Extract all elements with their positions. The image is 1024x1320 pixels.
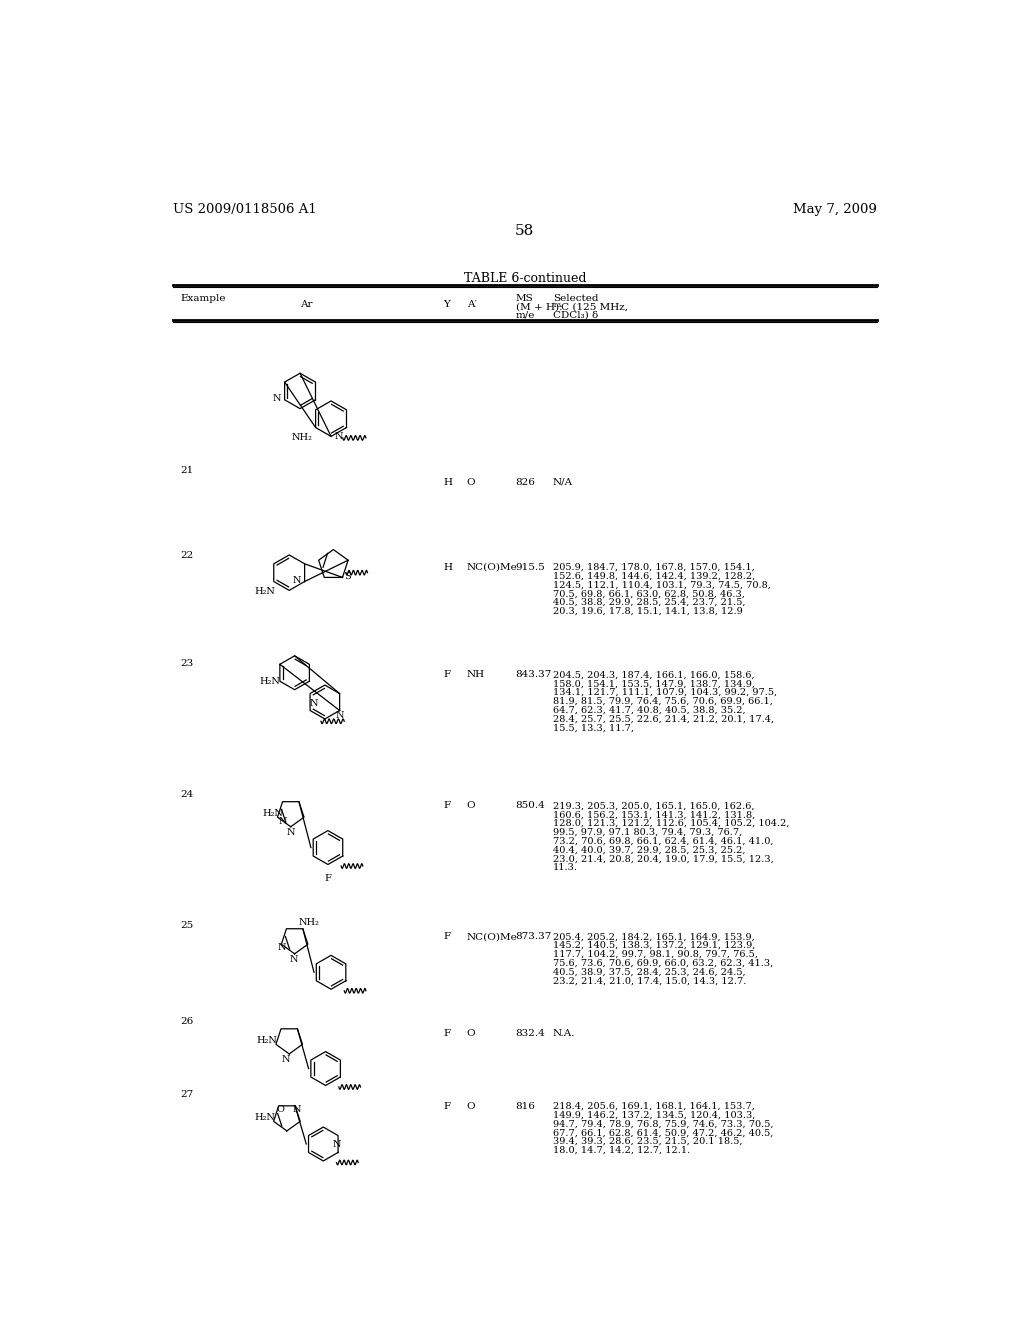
Text: 124.5, 112.1, 110.4, 103.1, 79.3, 74.5, 70.8,: 124.5, 112.1, 110.4, 103.1, 79.3, 74.5, … [553, 581, 771, 589]
Text: S: S [344, 572, 351, 581]
Text: 158.0, 154.1, 153.5, 147.9, 138.7, 134.9,: 158.0, 154.1, 153.5, 147.9, 138.7, 134.9… [553, 680, 755, 688]
Text: NH₂: NH₂ [292, 433, 312, 441]
Text: 218.4, 205.6, 169.1, 168.1, 164.1, 153.7,: 218.4, 205.6, 169.1, 168.1, 164.1, 153.7… [553, 1102, 755, 1110]
Text: O: O [467, 801, 475, 810]
Text: TABLE 6-continued: TABLE 6-continued [464, 272, 586, 285]
Text: O: O [467, 478, 475, 487]
Text: 27: 27 [180, 1090, 194, 1100]
Text: F: F [443, 932, 451, 941]
Text: 70.5, 69.8, 66.1, 63.0, 62.8, 50.8, 46.3,: 70.5, 69.8, 66.1, 63.0, 62.8, 50.8, 46.3… [553, 589, 744, 598]
Text: 40.5, 38.8, 29.9, 28.5, 25.4, 23.7, 21.5,: 40.5, 38.8, 29.9, 28.5, 25.4, 23.7, 21.5… [553, 598, 745, 607]
Text: 134.1, 121.7, 111.1, 107.9, 104.3, 99.2, 97.5,: 134.1, 121.7, 111.1, 107.9, 104.3, 99.2,… [553, 688, 777, 697]
Text: Ar: Ar [300, 300, 312, 309]
Text: m/e: m/e [515, 312, 535, 319]
Text: 64.7, 62.3, 41.7, 40.8, 40.5, 38.8, 35.2,: 64.7, 62.3, 41.7, 40.8, 40.5, 38.8, 35.2… [553, 706, 745, 715]
Text: NH: NH [467, 671, 484, 680]
Text: 24: 24 [180, 789, 194, 799]
Text: H₂N: H₂N [259, 677, 280, 685]
Text: N: N [290, 954, 298, 964]
Text: H₂N: H₂N [257, 1036, 278, 1045]
Text: N: N [293, 1106, 302, 1114]
Text: 832.4: 832.4 [515, 1028, 545, 1038]
Text: 28.4, 25.7, 25.5, 22.6, 21.4, 21.2, 20.1, 17.4,: 28.4, 25.7, 25.5, 22.6, 21.4, 21.2, 20.1… [553, 714, 774, 723]
Text: 219.3, 205.3, 205.0, 165.1, 165.0, 162.6,: 219.3, 205.3, 205.0, 165.1, 165.0, 162.6… [553, 801, 755, 810]
Text: 873.37: 873.37 [515, 932, 552, 941]
Text: Example: Example [180, 294, 226, 302]
Text: F: F [443, 671, 451, 680]
Text: 23.2, 21.4, 21.0, 17.4, 15.0, 14.3, 12.7.: 23.2, 21.4, 21.0, 17.4, 15.0, 14.3, 12.7… [553, 977, 746, 986]
Text: 73.2, 70.6, 69.8, 66.1, 62.4, 61.4, 46.1, 41.0,: 73.2, 70.6, 69.8, 66.1, 62.4, 61.4, 46.1… [553, 837, 773, 846]
Text: 205.9, 184.7, 178.0, 167.8, 157.0, 154.1,: 205.9, 184.7, 178.0, 167.8, 157.0, 154.1… [553, 562, 755, 572]
Text: Selected: Selected [553, 294, 598, 302]
Text: A′: A′ [467, 300, 476, 309]
Text: 915.5: 915.5 [515, 562, 545, 572]
Text: 11.3.: 11.3. [553, 863, 578, 873]
Text: 40.4, 40.0, 39.7, 29.9, 28.5, 25.3, 25.2,: 40.4, 40.0, 39.7, 29.9, 28.5, 25.3, 25.2… [553, 846, 745, 854]
Text: 99.5, 97.9, 97.1 80.3, 79.4, 79.3, 76.7,: 99.5, 97.9, 97.1 80.3, 79.4, 79.3, 76.7, [553, 828, 742, 837]
Text: 94.7, 79.4, 78.9, 76.8, 75.9, 74.6, 73.3, 70.5,: 94.7, 79.4, 78.9, 76.8, 75.9, 74.6, 73.3… [553, 1119, 773, 1129]
Text: N: N [282, 1055, 290, 1064]
Text: NH₂: NH₂ [299, 919, 319, 928]
Text: N: N [286, 829, 295, 837]
Text: Y: Y [443, 300, 451, 309]
Text: 22: 22 [180, 552, 194, 560]
Text: 149.9, 146.2, 137.2, 134.5, 120.4, 103.3,: 149.9, 146.2, 137.2, 134.5, 120.4, 103.3… [553, 1110, 755, 1119]
Text: N: N [278, 942, 286, 952]
Text: N: N [335, 432, 343, 441]
Text: F: F [443, 1102, 451, 1110]
Text: O: O [276, 1106, 284, 1114]
Text: 152.6, 149.8, 144.6, 142.4, 139.2, 128.2,: 152.6, 149.8, 144.6, 142.4, 139.2, 128.2… [553, 572, 755, 581]
Text: CDCl₃) δ: CDCl₃) δ [553, 312, 598, 319]
Text: N: N [279, 817, 287, 826]
Text: F: F [443, 801, 451, 810]
Text: 40.5, 38.9, 37.5, 28.4, 25.3, 24.6, 24.5,: 40.5, 38.9, 37.5, 28.4, 25.3, 24.6, 24.5… [553, 968, 745, 977]
Text: N: N [333, 1140, 341, 1150]
Text: 67.7, 66.1, 62.8, 61.4, 50.9, 47.2, 46.2, 40.5,: 67.7, 66.1, 62.8, 61.4, 50.9, 47.2, 46.2… [553, 1129, 773, 1138]
Text: N: N [309, 700, 317, 708]
Text: N: N [336, 711, 344, 721]
Text: 25: 25 [180, 921, 194, 929]
Text: H₂N: H₂N [254, 1113, 275, 1122]
Text: 843.37: 843.37 [515, 671, 552, 680]
Text: 128.0, 121.3, 121.2, 112.6, 105.4, 105.2, 104.2,: 128.0, 121.3, 121.2, 112.6, 105.4, 105.2… [553, 818, 790, 828]
Text: 23: 23 [180, 659, 194, 668]
Text: May 7, 2009: May 7, 2009 [793, 203, 877, 216]
Text: 58: 58 [515, 224, 535, 238]
Text: H: H [443, 562, 453, 572]
Text: 39.4, 39.3, 28.6, 23.5, 21.5, 20.1 18.5,: 39.4, 39.3, 28.6, 23.5, 21.5, 20.1 18.5, [553, 1137, 742, 1146]
Text: H₂N: H₂N [254, 587, 275, 597]
Text: 81.9, 81.5, 79.9, 76.4, 75.6, 70.6, 69.9, 66.1,: 81.9, 81.5, 79.9, 76.4, 75.6, 70.6, 69.9… [553, 697, 772, 706]
Text: N: N [272, 395, 281, 403]
Text: 15.5, 13.3, 11.7,: 15.5, 13.3, 11.7, [553, 723, 634, 733]
Text: 205.4, 205.2, 184.2, 165.1, 164.9, 153.9,: 205.4, 205.2, 184.2, 165.1, 164.9, 153.9… [553, 932, 755, 941]
Text: US 2009/0118506 A1: US 2009/0118506 A1 [173, 203, 316, 216]
Text: 26: 26 [180, 1016, 194, 1026]
Text: 816: 816 [515, 1102, 536, 1110]
Text: O: O [467, 1102, 475, 1110]
Text: N/A: N/A [553, 478, 572, 487]
Text: H₂N: H₂N [263, 809, 284, 818]
Text: 160.6, 156.2, 153.1, 141.3, 141.2, 131.8,: 160.6, 156.2, 153.1, 141.3, 141.2, 131.8… [553, 810, 755, 820]
Text: 20.3, 19.6, 17.8, 15.1, 14.1, 13.8, 12.9: 20.3, 19.6, 17.8, 15.1, 14.1, 13.8, 12.9 [553, 607, 742, 616]
Text: N: N [292, 576, 301, 585]
Text: 204.5, 204.3, 187.4, 166.1, 166.0, 158.6,: 204.5, 204.3, 187.4, 166.1, 166.0, 158.6… [553, 671, 755, 680]
Text: 117.7, 104.2, 99.7, 98.1, 90.8, 79.7, 76.5,: 117.7, 104.2, 99.7, 98.1, 90.8, 79.7, 76… [553, 950, 758, 958]
Text: 18.0, 14.7, 14.2, 12.7, 12.1.: 18.0, 14.7, 14.2, 12.7, 12.1. [553, 1146, 690, 1155]
Text: 850.4: 850.4 [515, 801, 545, 810]
Text: F: F [443, 1028, 451, 1038]
Text: 145.2, 140.5, 138.3, 137.2, 129.1, 123.9,: 145.2, 140.5, 138.3, 137.2, 129.1, 123.9… [553, 941, 755, 950]
Text: NC(O)Me: NC(O)Me [467, 932, 517, 941]
Text: O: O [467, 1028, 475, 1038]
Text: 23.0, 21.4, 20.8, 20.4, 19.0, 17.9, 15.5, 12.3,: 23.0, 21.4, 20.8, 20.4, 19.0, 17.9, 15.5… [553, 854, 773, 863]
Text: NC(O)Me: NC(O)Me [467, 562, 517, 572]
Text: H: H [443, 478, 453, 487]
Text: 826: 826 [515, 478, 536, 487]
Text: (M + H):: (M + H): [515, 302, 562, 312]
Text: 75.6, 73.6, 70.6, 69.9, 66.0, 63.2, 62.3, 41.3,: 75.6, 73.6, 70.6, 69.9, 66.0, 63.2, 62.3… [553, 958, 773, 968]
Text: ¹³C (125 MHz,: ¹³C (125 MHz, [553, 302, 628, 312]
Text: N.A.: N.A. [553, 1028, 575, 1038]
Text: 21: 21 [180, 466, 194, 475]
Text: MS: MS [515, 294, 534, 302]
Text: F: F [325, 874, 332, 883]
